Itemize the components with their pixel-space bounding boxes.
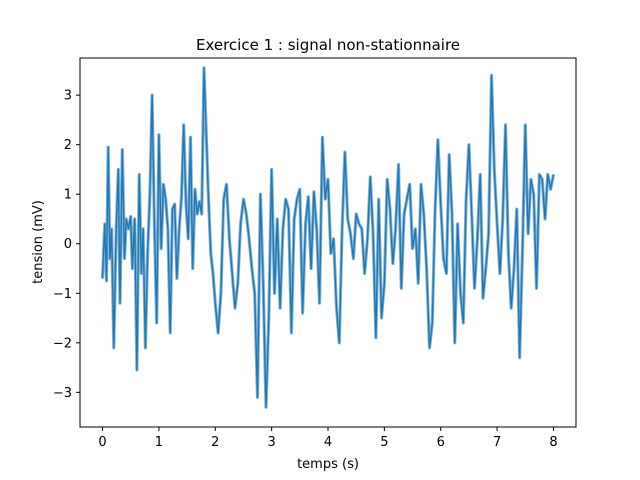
y-tick-label: 1 bbox=[64, 188, 72, 203]
y-tick-label: −3 bbox=[53, 386, 72, 401]
y-tick-label: −2 bbox=[53, 336, 72, 351]
chart-title: Exercice 1 : signal non-stationnaire bbox=[196, 36, 460, 54]
y-tick-label: 0 bbox=[64, 237, 72, 252]
y-axis-label: tension (mV) bbox=[31, 200, 46, 284]
x-tick-label: 0 bbox=[98, 435, 106, 450]
series-line-core bbox=[101, 67, 555, 408]
x-axis: 0 1 2 3 4 5 6 7 8 bbox=[98, 427, 558, 450]
x-tick-label: 3 bbox=[267, 435, 275, 450]
y-tick-label: 2 bbox=[64, 138, 72, 153]
x-tick-label: 4 bbox=[324, 435, 332, 450]
x-tick-label: 8 bbox=[549, 435, 557, 450]
x-tick-label: 5 bbox=[380, 435, 388, 450]
plot-content bbox=[100, 66, 556, 409]
x-tick-label: 7 bbox=[493, 435, 501, 450]
x-tick-label: 2 bbox=[211, 435, 219, 450]
y-axis: −3 −2 −1 0 1 2 3 bbox=[53, 89, 80, 401]
y-tick-label: 3 bbox=[64, 89, 72, 104]
x-axis-label: temps (s) bbox=[297, 457, 359, 472]
x-tick-label: 1 bbox=[155, 435, 163, 450]
y-tick-label: −1 bbox=[53, 287, 72, 302]
x-tick-label: 6 bbox=[437, 435, 445, 450]
